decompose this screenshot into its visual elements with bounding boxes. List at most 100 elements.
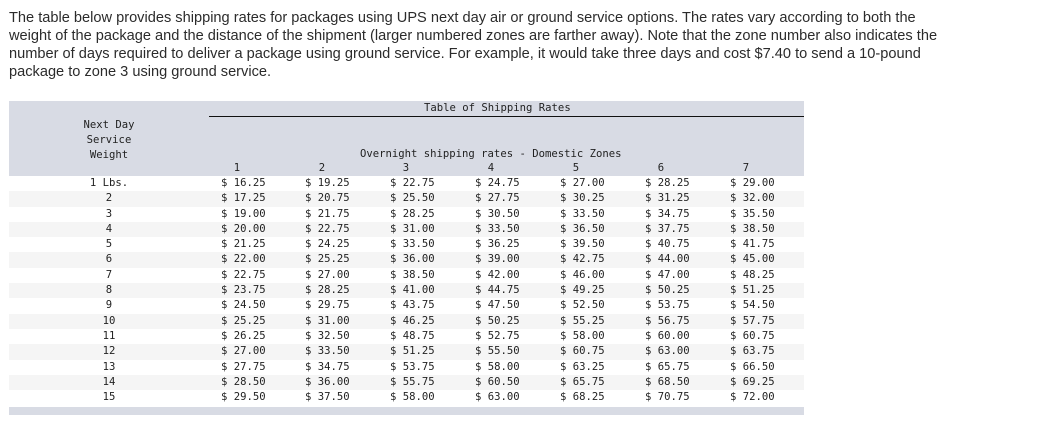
rate-cell: $ 24.75 <box>475 177 520 189</box>
rate-cell: $ 19.00 <box>221 207 266 220</box>
rate-cell: $ 60.75 <box>560 345 605 358</box>
rate-cell: $ 22.00 <box>221 253 266 266</box>
table-row: 8 $ 23.75 $ 28.25 $ 41.00 $ 44.75 $ 49.25 $ 50… <box>9 283 804 299</box>
rate-cell: $ 47.00 <box>645 268 690 281</box>
rate-cell: $ 22.75 <box>390 177 435 189</box>
rate-cell: $ 25.25 <box>221 314 266 327</box>
zone-header: 7 <box>742 162 750 174</box>
rate-cell: $ 46.25 <box>390 314 435 327</box>
rate-cell: $ 19.25 <box>305 177 350 189</box>
rate-cell: $ 53.75 <box>645 299 690 312</box>
rate-cell: $ 22.75 <box>305 222 350 235</box>
rate-cell: $ 32.50 <box>305 329 350 342</box>
rate-cell: $ 43.75 <box>390 299 435 312</box>
rate-cell: $ 72.00 <box>730 391 775 404</box>
rate-cell: $ 25.25 <box>305 253 350 266</box>
zone-header: 5 <box>572 162 580 174</box>
rate-cell: $ 68.25 <box>560 391 605 404</box>
rate-cell: $ 36.50 <box>560 222 605 235</box>
rate-cell: $ 25.50 <box>390 192 435 205</box>
table-row: 6 $ 22.00 $ 25.25 $ 36.00 $ 39.00 $ 42.75 $ 44… <box>9 252 804 268</box>
table-row: 9 $ 24.50 $ 29.75 $ 43.75 $ 47.50 $ 52.50 $ 53… <box>9 298 804 314</box>
rate-cell: $ 50.25 <box>645 284 690 297</box>
rate-cell: $ 55.50 <box>475 345 520 358</box>
rate-cell: $ 41.00 <box>390 284 435 297</box>
rate-cell: $ 46.00 <box>560 268 605 281</box>
rate-cell: $ 17.25 <box>221 192 266 205</box>
table-row: 14 $ 28.50 $ 36.00 $ 55.75 $ 60.50 $ 65.75 $ 6… <box>9 374 804 391</box>
rate-cell: $ 51.25 <box>730 284 775 297</box>
rate-cell: $ 34.75 <box>305 360 350 373</box>
zone-headers: 1 2 3 4 5 6 7 <box>9 162 804 176</box>
rate-cell: $ 30.50 <box>475 207 520 220</box>
rate-cell: $ 24.50 <box>221 299 266 312</box>
weight-cell: 13 <box>102 360 116 373</box>
weight-cell: 9 <box>105 299 113 312</box>
rate-cell: $ 36.25 <box>475 238 520 251</box>
table-row: 3 $ 19.00 $ 21.75 $ 28.25 $ 30.50 $ 33.50 $ 34… <box>9 206 804 222</box>
rate-cell: $ 60.75 <box>730 329 775 342</box>
rate-cell: $ 28.25 <box>645 177 690 189</box>
rate-cell: $ 56.75 <box>645 314 690 327</box>
rate-cell: $ 42.00 <box>475 268 520 281</box>
rate-cell: $ 29.50 <box>221 391 266 404</box>
rate-cell: $ 37.50 <box>305 391 350 404</box>
rate-cell: $ 22.75 <box>221 268 266 281</box>
rate-cell: $ 27.00 <box>305 268 350 281</box>
weight-column-header: Next Day Service Weight <box>83 119 135 161</box>
header-rule <box>209 116 804 117</box>
weight-cell: 3 <box>105 207 113 220</box>
rate-cell: $ 37.75 <box>645 222 690 235</box>
rate-cell: $ 48.25 <box>730 268 775 281</box>
rate-cell: $ 28.25 <box>390 207 435 220</box>
weight-cell: 11 <box>102 329 116 342</box>
rate-cell: $ 31.00 <box>305 314 350 327</box>
table-row: 15 $ 29.50 $ 37.50 $ 58.00 $ 63.00 $ 68.25 $ 7… <box>9 390 804 406</box>
rate-cell: $ 51.25 <box>390 345 435 358</box>
rate-cell: $ 27.75 <box>475 192 520 205</box>
zone-header: 4 <box>487 162 495 174</box>
rate-cell: $ 66.50 <box>730 360 775 373</box>
weight-cell: 6 <box>105 253 113 266</box>
weight-cell: 14 <box>102 375 116 388</box>
rate-cell: $ 63.75 <box>730 345 775 358</box>
rate-cell: $ 53.75 <box>390 360 435 373</box>
rate-cell: $ 20.75 <box>305 192 350 205</box>
rate-cell: $ 20.00 <box>221 222 266 235</box>
rate-cell: $ 47.50 <box>475 299 520 312</box>
intro-paragraph: The table below provides shipping rates … <box>9 10 938 80</box>
weight-cell: 1 Lbs. <box>89 177 129 189</box>
rate-cell: $ 44.00 <box>645 253 690 266</box>
rate-cell: $ 33.50 <box>390 238 435 251</box>
rate-cell: $ 48.75 <box>390 329 435 342</box>
rate-cell: $ 32.00 <box>730 192 775 205</box>
rate-cell: $ 26.25 <box>221 329 266 342</box>
rate-cell: $ 41.75 <box>730 238 775 251</box>
table-row: 2 $ 17.25 $ 20.75 $ 25.50 $ 27.75 $ 30.25 $ 31… <box>9 191 804 207</box>
rate-cell: $ 55.75 <box>390 375 435 388</box>
rate-cell: $ 38.50 <box>730 222 775 235</box>
zone-header: 3 <box>402 162 410 174</box>
rate-cell: $ 39.50 <box>560 238 605 251</box>
rate-cell: $ 52.50 <box>560 299 605 312</box>
rate-cell: $ 27.00 <box>560 177 605 189</box>
table-header: Table of Shipping Rates Next Day Service… <box>9 101 804 176</box>
table-row: 1 Lbs. $ 16.25 $ 19.25 $ 22.75 $ 24.75 $ 27.0… <box>9 176 804 192</box>
table-footer <box>9 407 804 416</box>
rate-cell: $ 38.50 <box>390 268 435 281</box>
rate-cell: $ 58.00 <box>475 360 520 373</box>
rate-cell: $ 30.25 <box>560 192 605 205</box>
rate-cell: $ 52.75 <box>475 329 520 342</box>
rate-cell: $ 57.75 <box>730 314 775 327</box>
rate-cell: $ 35.50 <box>730 207 775 220</box>
table-row: 5 $ 21.25 $ 24.25 $ 33.50 $ 36.25 $ 39.50 $ 40… <box>9 237 804 253</box>
weight-cell: 2 <box>105 192 113 205</box>
rate-cell: $ 23.75 <box>221 284 266 297</box>
weight-cell: 10 <box>102 314 116 327</box>
rate-cell: $ 21.75 <box>305 207 350 220</box>
table-row: 13 $ 27.75 $ 34.75 $ 53.75 $ 58.00 $ 63.25 $ 6… <box>9 359 804 375</box>
weight-cell: 5 <box>105 238 113 251</box>
rate-cell: $ 42.75 <box>560 253 605 266</box>
rate-cell: $ 58.00 <box>390 391 435 404</box>
rate-cell: $ 28.50 <box>221 375 266 388</box>
